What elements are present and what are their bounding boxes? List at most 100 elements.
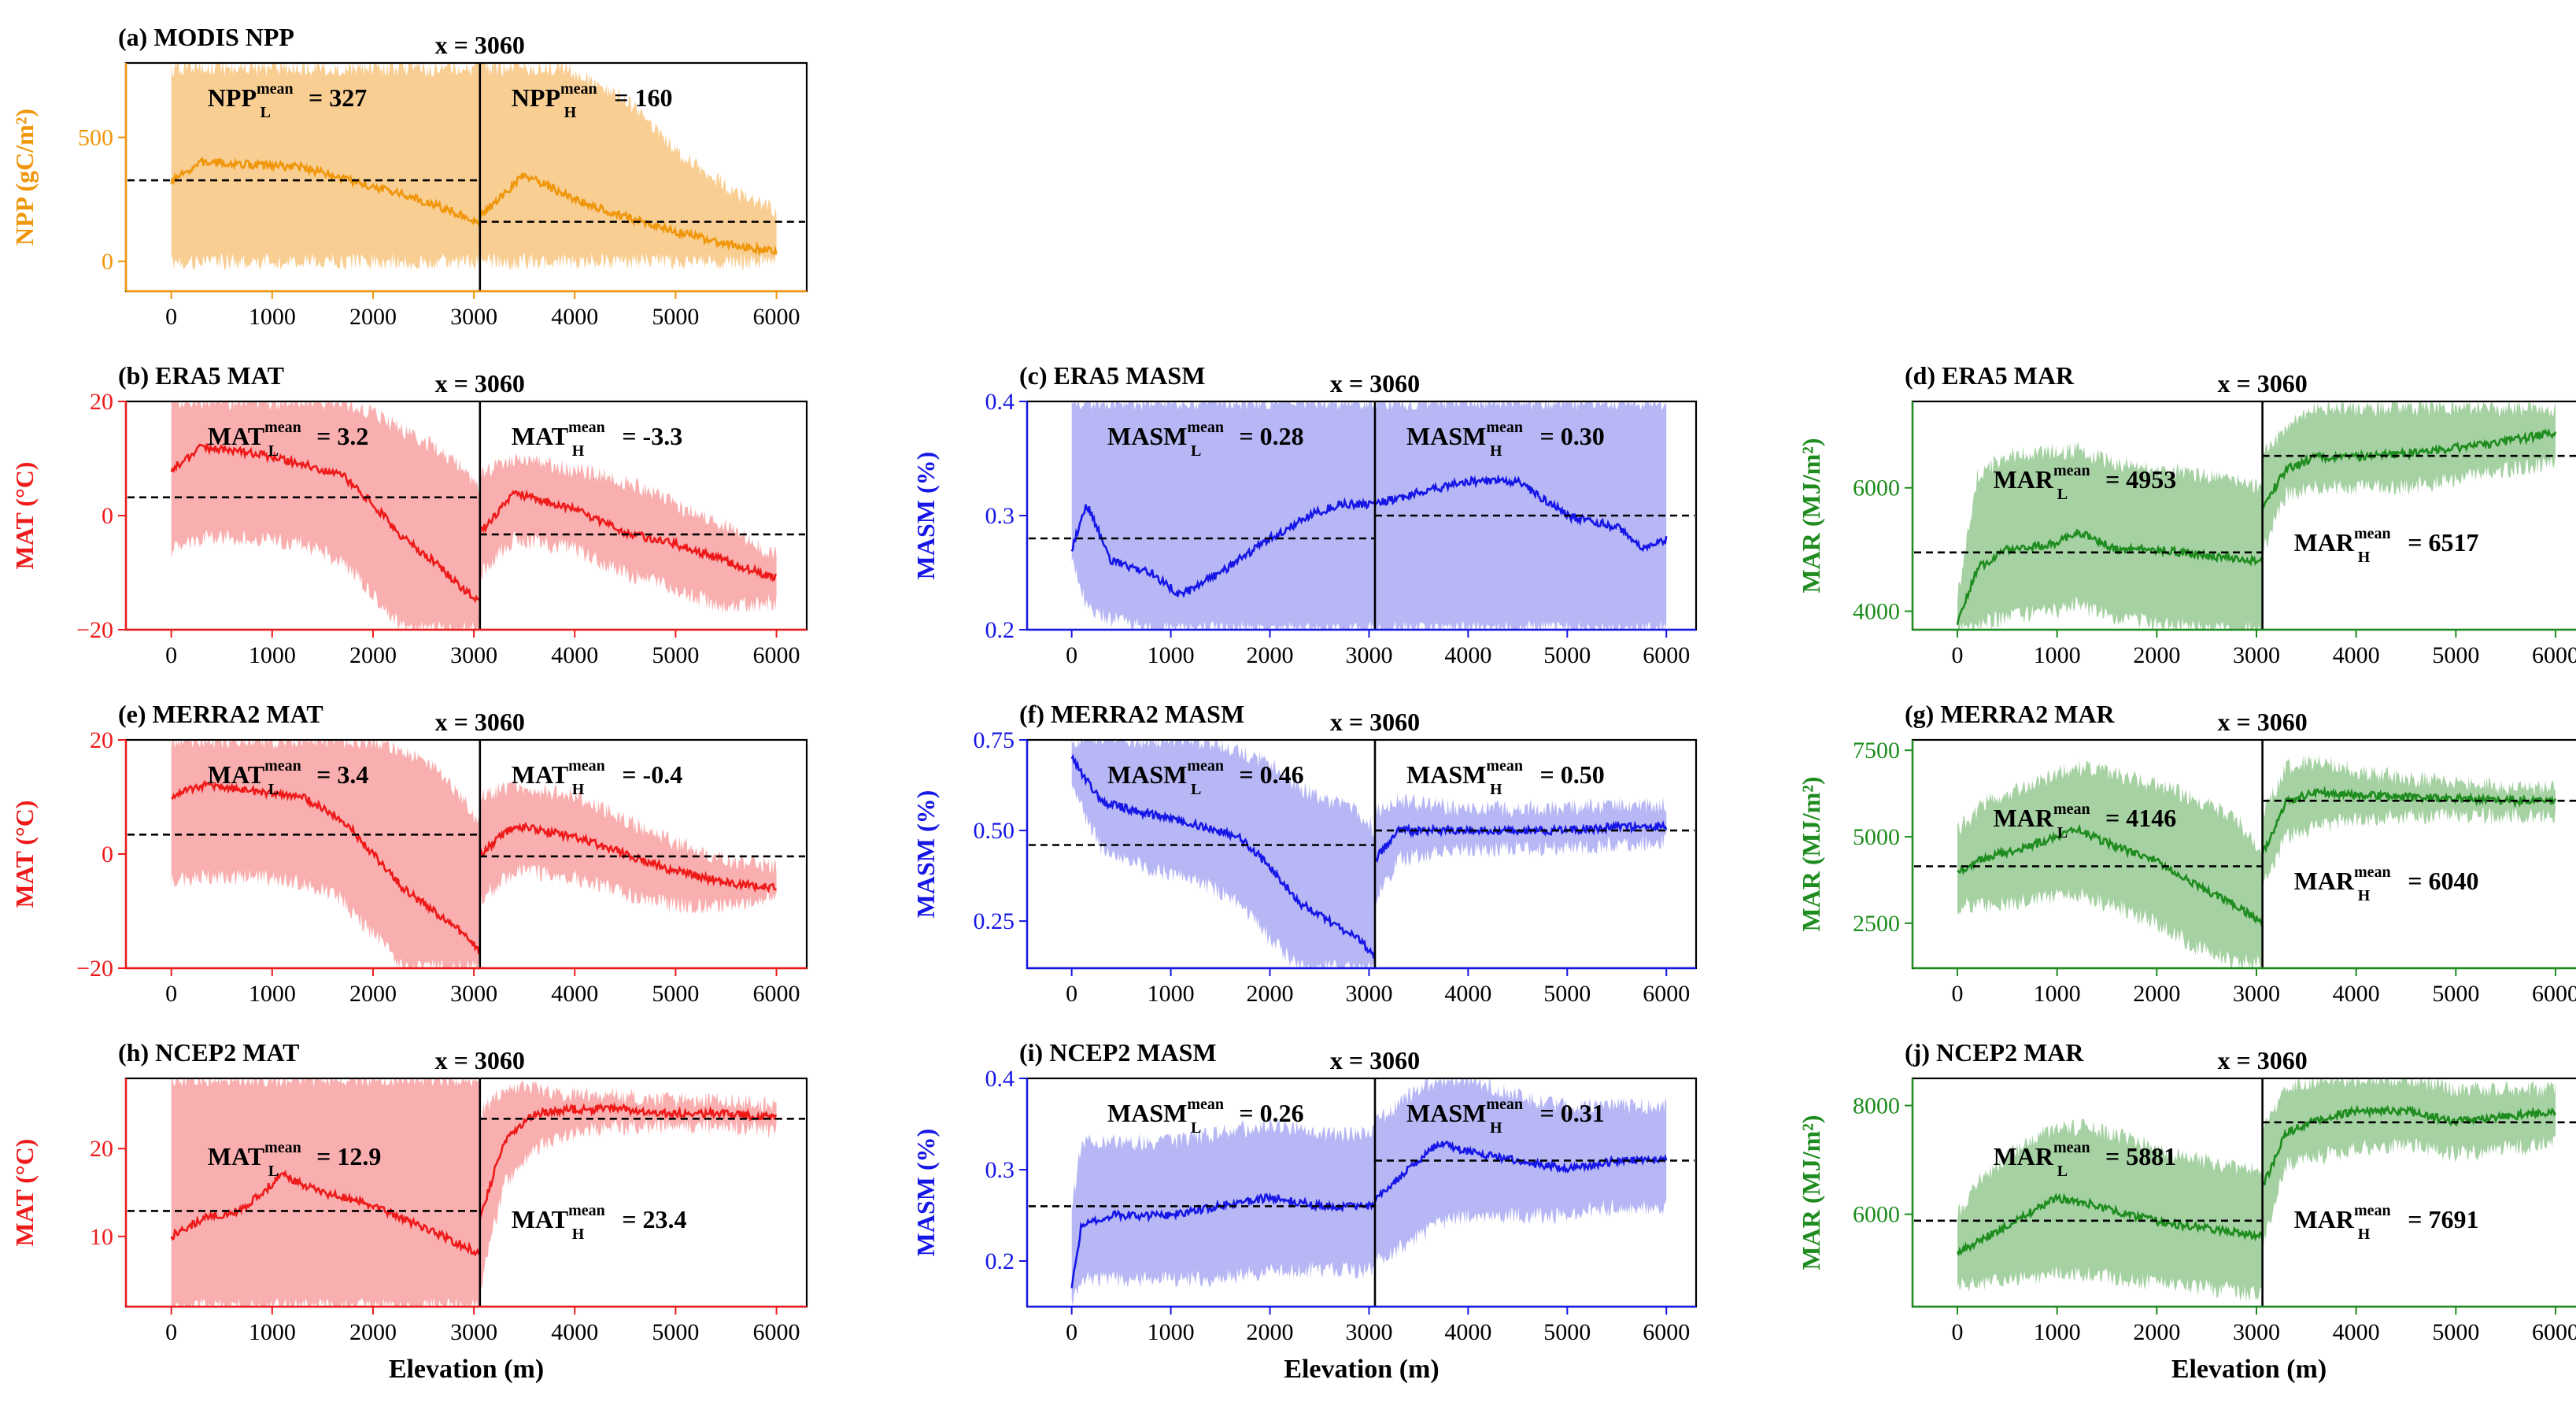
x-tick-label-c-6: 6000 [1643, 642, 1690, 668]
panel-title-c: (c) ERA5 MASM [1019, 361, 1205, 390]
x-tick-label-a-2: 2000 [349, 304, 397, 330]
y-tick-label-j-1: 8000 [1853, 1093, 1900, 1119]
annotation-high-i: MASMmean H= 0.31 [1406, 1096, 1605, 1137]
annotation-low-c: MASMmean L= 0.28 [1107, 419, 1304, 460]
range-band-high-a [479, 63, 777, 271]
range-band-low-a [171, 63, 480, 271]
panel-d: 0 1000 2000 3000 4000 5000 6000 4000 6000 MAR (MJ… [1797, 361, 2576, 668]
series-line-low-a [170, 157, 482, 229]
x-tick-label-j-0: 0 [1952, 1319, 1964, 1345]
y-tick-label-d-0: 4000 [1853, 598, 1900, 624]
split-label-d: x = 3060 [2217, 369, 2307, 398]
x-tick-label-j-4: 4000 [2333, 1319, 2380, 1345]
x-tick-label-f-6: 6000 [1643, 981, 1690, 1007]
x-tick-label-f-2: 2000 [1247, 981, 1294, 1007]
y-axis-label-b: MAT (°C) [10, 462, 39, 570]
annotation-high-g: MARmean H= 6040 [2294, 863, 2479, 904]
y-tick-label-f-0: 0.25 [974, 908, 1015, 934]
annotation-low-b: MATmean L= 3.2 [208, 419, 369, 460]
series-line-low-j [1956, 1193, 2264, 1257]
x-tick-label-f-3: 3000 [1345, 981, 1392, 1007]
panel-title-f: (f) MERRA2 MASM [1019, 700, 1244, 728]
y-tick-label-c-0: 0.2 [985, 617, 1015, 643]
range-band-high-i [1375, 1078, 1667, 1264]
range-band-low-g [1957, 759, 2263, 968]
split-label-c: x = 3060 [1330, 369, 1420, 398]
panel-c: 0 1000 2000 3000 4000 5000 6000 0.2 0.3 0.4 MASM (… [911, 361, 1698, 668]
x-tick-label-b-3: 3000 [450, 642, 497, 668]
x-tick-label-j-6: 6000 [2532, 1319, 2576, 1345]
x-tick-label-d-1: 1000 [2034, 642, 2081, 668]
plot-area-f [1029, 740, 1695, 968]
y-tick-label-b-2: 20 [90, 389, 113, 415]
x-tick-label-b-6: 6000 [753, 642, 800, 668]
range-band-low-f [1071, 740, 1375, 968]
range-band-high-d [2262, 401, 2556, 553]
x-tick-label-d-5: 5000 [2432, 642, 2479, 668]
x-tick-label-g-3: 3000 [2233, 981, 2280, 1007]
x-tick-label-h-5: 5000 [652, 1319, 699, 1345]
x-axis-label-h: Elevation (m) [389, 1355, 544, 1384]
y-axis-label-a: NPP (gC/m²) [10, 109, 39, 246]
panel-title-a: (a) MODIS NPP [118, 23, 294, 51]
y-tick-label-f-1: 0.50 [974, 818, 1015, 844]
range-band-low-e [171, 740, 480, 968]
y-axis-label-i: MASM (%) [911, 1129, 940, 1257]
x-tick-label-c-5: 5000 [1543, 642, 1591, 668]
split-label-a: x = 3060 [435, 31, 525, 59]
plot-area-g [1914, 740, 2576, 968]
series-line-low-f [1070, 753, 1377, 959]
x-tick-label-h-2: 2000 [349, 1319, 397, 1345]
y-tick-label-j-0: 6000 [1853, 1202, 1900, 1228]
range-band-high-f [1375, 793, 1667, 906]
y-tick-label-h-0: 10 [90, 1224, 113, 1250]
range-band-low-j [1957, 1119, 2263, 1303]
split-label-j: x = 3060 [2217, 1046, 2307, 1074]
x-tick-label-e-4: 4000 [551, 981, 598, 1007]
series-line-low-i [1070, 1192, 1377, 1289]
panel-title-j: (j) NCEP2 MAR [1905, 1038, 2084, 1067]
x-tick-label-i-4: 4000 [1444, 1319, 1491, 1345]
annotation-low-g: MARmean L= 4146 [1994, 801, 2177, 841]
panel-i: 0 1000 2000 3000 4000 5000 6000 0.2 0.3 0.4 MASM (… [911, 1038, 1698, 1384]
range-band-low-b [171, 401, 480, 630]
y-tick-label-i-2: 0.4 [985, 1066, 1015, 1092]
split-label-e: x = 3060 [435, 708, 525, 736]
panel-title-b: (b) ERA5 MAT [118, 361, 284, 390]
y-axis-label-j: MAR (MJ/m²) [1797, 1115, 1825, 1270]
y-tick-label-g-2: 7500 [1853, 738, 1900, 764]
x-tick-label-i-5: 5000 [1543, 1319, 1591, 1345]
y-axis-label-e: MAT (°C) [10, 801, 39, 908]
annotation-low-f: MASMmean L= 0.46 [1107, 757, 1304, 798]
series-line-low-c [1070, 497, 1376, 598]
x-tick-label-h-0: 0 [165, 1319, 177, 1345]
annotation-high-b: MATmean H= -3.3 [512, 419, 682, 460]
x-tick-label-c-4: 4000 [1444, 642, 1491, 668]
annotation-high-d: MARmean H= 6517 [2294, 525, 2479, 566]
series-line-high-g [2261, 786, 2557, 855]
x-tick-label-j-5: 5000 [2432, 1319, 2479, 1345]
annotation-high-j: MARmean H= 7691 [2294, 1202, 2479, 1243]
panel-h: 0 1000 2000 3000 4000 5000 6000 10 20 MAT (°C) (h)… [10, 1038, 808, 1384]
x-tick-label-i-6: 6000 [1643, 1319, 1690, 1345]
annotation-low-a: NPPmean L= 327 [208, 80, 367, 121]
series-line-low-g [1957, 823, 2264, 926]
x-tick-label-f-0: 0 [1066, 981, 1077, 1007]
panel-title-i: (i) NCEP2 MASM [1019, 1038, 1217, 1067]
x-tick-label-g-1: 1000 [2034, 981, 2081, 1007]
annotation-high-h: MATmean H= 23.4 [512, 1202, 687, 1243]
x-tick-label-a-6: 6000 [753, 304, 800, 330]
split-label-i: x = 3060 [1330, 1046, 1420, 1074]
x-tick-label-a-0: 0 [165, 304, 177, 330]
x-tick-label-d-0: 0 [1952, 642, 1964, 668]
x-tick-label-g-2: 2000 [2133, 981, 2180, 1007]
panel-title-d: (d) ERA5 MAR [1905, 361, 2075, 390]
panel-title-e: (e) MERRA2 MAT [118, 700, 323, 728]
split-label-h: x = 3060 [435, 1046, 525, 1074]
annotation-low-h: MATmean L= 12.9 [208, 1139, 382, 1180]
x-tick-label-e-5: 5000 [652, 981, 699, 1007]
x-tick-label-c-3: 3000 [1345, 642, 1392, 668]
x-tick-label-j-1: 1000 [2034, 1319, 2081, 1345]
x-tick-label-d-3: 3000 [2233, 642, 2280, 668]
